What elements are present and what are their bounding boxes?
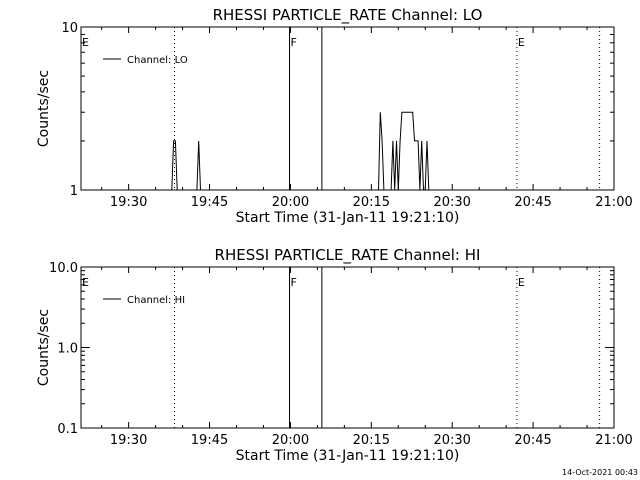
- y-axis-label: Counts/sec: [36, 70, 52, 147]
- x-tick-label: 20:30: [433, 433, 470, 448]
- x-tick-label: 19:30: [110, 433, 147, 448]
- footer-timestamp: 14-Oct-2021 00:43: [562, 468, 638, 477]
- x-tick-label: 20:00: [272, 433, 309, 448]
- x-tick-label: 20:15: [353, 195, 390, 210]
- x-tick-label: 19:45: [191, 433, 228, 448]
- y-tick-label: 1: [70, 184, 78, 199]
- event-marker-label: E: [82, 36, 89, 49]
- y-tick-label: 0.1: [57, 422, 78, 437]
- event-marker-label: E: [82, 276, 89, 289]
- x-tick-label: 20:15: [353, 433, 390, 448]
- panel-hi: RHESSI PARTICLE_RATE Channel: HI 19:30 19:…: [36, 246, 633, 464]
- x-axis-label: Start Time (31-Jan-11 19:21:10): [236, 448, 460, 464]
- x-tick-label: 20:45: [514, 433, 551, 448]
- event-marker-label: F: [291, 276, 297, 289]
- y-tick-label: 10.0: [49, 261, 78, 276]
- chart-title: RHESSI PARTICLE_RATE Channel: HI: [215, 246, 481, 265]
- x-tick-label: 21:00: [595, 433, 632, 448]
- legend-entry: Channel: LO: [127, 55, 188, 66]
- x-tick-label: 20:45: [514, 195, 551, 210]
- legend-entry: Channel: HI: [127, 295, 185, 306]
- chart-title: RHESSI PARTICLE_RATE Channel: LO: [213, 6, 483, 25]
- x-tick-label: 20:00: [272, 195, 309, 210]
- x-tick-label: 21:00: [595, 195, 632, 210]
- x-tick-label: 19:45: [191, 195, 228, 210]
- y-tick-label: 10: [61, 21, 78, 36]
- x-tick-label: 19:30: [110, 195, 147, 210]
- x-axis-label: Start Time (31-Jan-11 19:21:10): [236, 210, 460, 226]
- event-marker-label: E: [518, 36, 525, 49]
- y-axis-label: Counts/sec: [36, 309, 52, 386]
- series-line: [171, 111, 431, 191]
- event-marker-label: E: [518, 276, 525, 289]
- panel-lo: RHESSI PARTICLE_RATE Channel: LO 19:30 19:…: [36, 6, 633, 226]
- event-marker-label: F: [291, 36, 297, 49]
- x-tick-label: 20:30: [433, 195, 470, 210]
- y-tick-label: 1.0: [57, 342, 78, 357]
